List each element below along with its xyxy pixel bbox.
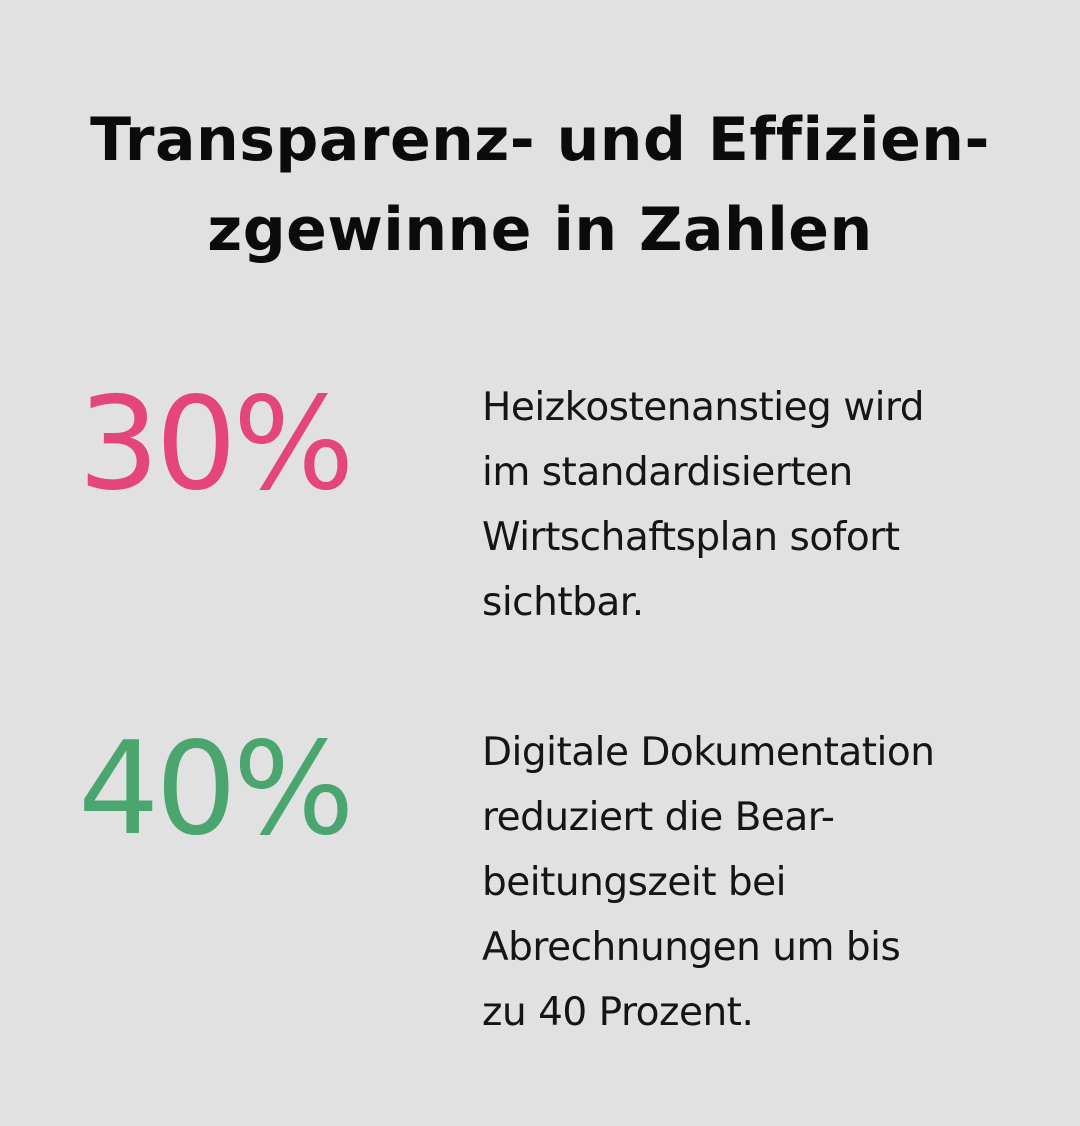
stat-value-30-percent: 30% [78,370,355,519]
stat-description-line: reduziert die Bear- [482,795,835,840]
stat-description-line: sichtbar. [482,580,644,625]
stat-description-heating-costs: Heizkostenanstieg wird im standardisiert… [482,375,1042,635]
stat-description-line: Wirtschaftsplan sofort [482,515,900,560]
stat-description-line: zu 40 Prozent. [482,990,754,1035]
stat-description-digital-documentation: Digitale Dokumentation reduziert die Bea… [482,720,1042,1045]
stat-value-40-percent: 40% [78,715,355,864]
title-line-1: Transparenz- und Effizien- [90,105,990,175]
stat-description-line: Heizkostenanstieg wird [482,385,925,430]
stat-description-line: im standardisierten [482,450,853,495]
stat-description-line: beitungszeit bei [482,860,786,905]
stat-description-line: Abrechnungen um bis [482,925,901,970]
stat-description-line: Digitale Dokumentation [482,730,935,775]
page-title: Transparenz- und Effizien- zgewinne in Z… [40,95,1040,275]
title-line-2: zgewinne in Zahlen [207,195,873,265]
